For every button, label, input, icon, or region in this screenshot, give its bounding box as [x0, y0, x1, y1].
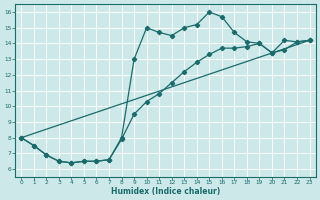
X-axis label: Humidex (Indice chaleur): Humidex (Indice chaleur) [111, 187, 220, 196]
